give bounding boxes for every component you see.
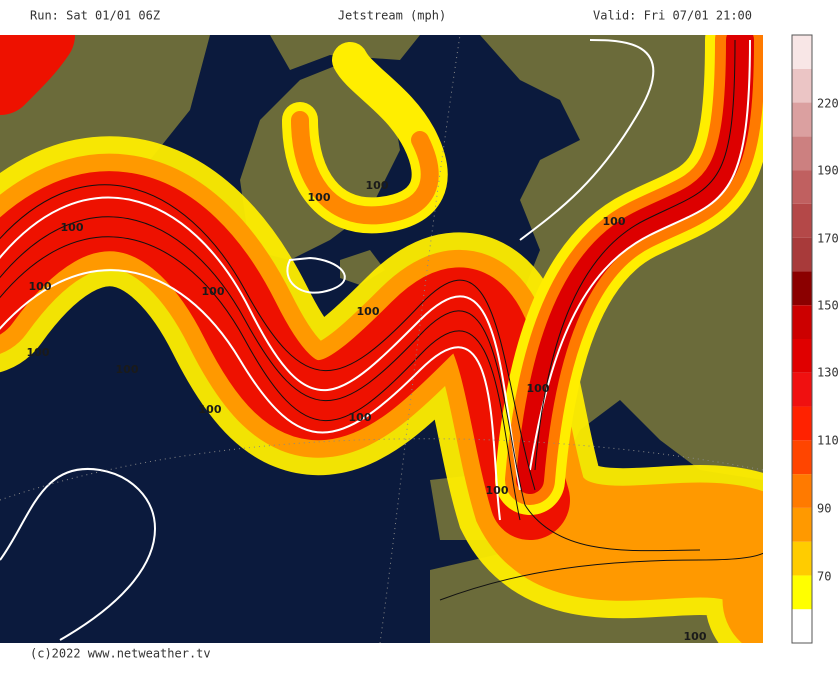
colorbar-segment [792, 541, 812, 576]
colorbar-segment [792, 203, 812, 238]
colorbar-label: 70 [817, 570, 831, 584]
colorbar-segment [792, 305, 812, 339]
jet-bands [0, 35, 763, 643]
colorbar [791, 34, 813, 644]
isotachs [0, 39, 751, 641]
colorbar-segment [792, 237, 812, 272]
contour-label: 100 [486, 484, 509, 497]
colorbar-label: 170 [817, 232, 839, 246]
graticule [0, 35, 763, 643]
contour-label: 100 [202, 285, 225, 298]
map-title: Jetstream (mph) [338, 9, 446, 23]
contour-label: 100 [349, 411, 372, 424]
copyright: (c)2022 www.netweather.tv [30, 647, 211, 661]
colorbar-label: 220 [817, 97, 839, 111]
colorbar-segment [792, 35, 812, 69]
colorbar-segment [792, 271, 812, 306]
colorbar-label: 90 [817, 502, 831, 516]
colorbar-segment [792, 102, 812, 137]
colorbar-label: 190 [817, 164, 839, 178]
valid-label: Valid: Fri 07/01 21:00 [593, 9, 752, 23]
contour-label: 100 [357, 305, 380, 318]
colorbar-segment [792, 507, 812, 542]
contour-label: 100 [29, 280, 52, 293]
streamlines [0, 39, 763, 601]
colorbar-segment [792, 406, 812, 441]
colorbar-segment [792, 474, 812, 508]
colorbar-frame [791, 34, 813, 644]
colorbar-segment [792, 372, 812, 407]
colorbar-segment [792, 440, 812, 475]
colorbar-label: 130 [817, 366, 839, 380]
colorbar-segment [792, 68, 812, 103]
contour-label: 100 [61, 221, 84, 234]
contour-label: 100 [366, 179, 389, 192]
contour-label: 100 [199, 403, 222, 416]
colorbar-label: 150 [817, 299, 839, 313]
colorbar-segment [792, 575, 812, 610]
map: 100 100 100 100 100 100 100 100 100 100 … [0, 35, 763, 643]
contour-label: 100 [308, 191, 331, 204]
run-label: Run: Sat 01/01 06Z [30, 9, 160, 23]
colorbar-segment [792, 170, 812, 204]
contour-label: 100 [603, 215, 626, 228]
colorbar-segment [792, 136, 812, 171]
contour-label: 100 [684, 630, 707, 643]
colorbar-segment [792, 609, 812, 643]
colorbar-segment [792, 339, 812, 373]
colorbar-label: 110 [817, 434, 839, 448]
contour-label: 100 [27, 346, 50, 359]
contour-label: 100 [116, 363, 139, 376]
contour-label: 100 [527, 382, 550, 395]
